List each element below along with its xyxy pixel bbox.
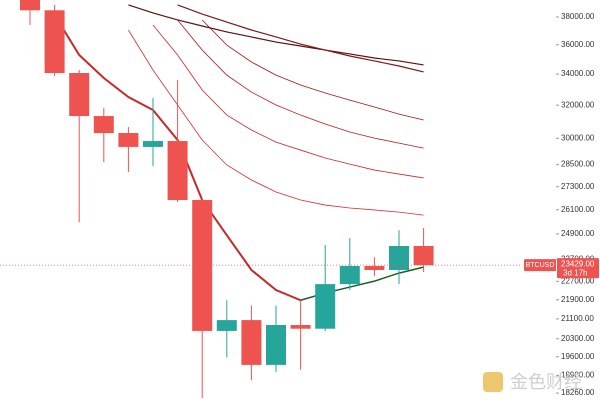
y-tick-label: 18260.00 (561, 388, 595, 397)
y-tick-label: 28500.00 (561, 160, 595, 169)
price-axis: 38000.00 36000.00 34000.00 32000.00 30000.00… (524, 12, 599, 397)
y-tick-label: 27300.00 (561, 182, 595, 191)
y-tick-label: 20300.00 (561, 334, 595, 343)
price-tag (557, 258, 599, 279)
candle-body (192, 200, 213, 331)
candle-body (315, 284, 336, 329)
watermark: 金色财经 (483, 372, 582, 392)
candle-body (20, 0, 40, 11)
candle-body (69, 73, 90, 117)
price-label: 23429.00 (561, 259, 595, 268)
moving-average-line (177, 19, 424, 149)
y-tick-label: 34000.00 (561, 69, 595, 78)
candle-body (241, 320, 262, 365)
candle-body (413, 246, 434, 266)
candle-body (389, 246, 409, 270)
moving-average-line (201, 19, 424, 121)
candle-body (143, 141, 163, 147)
moving-average-line (177, 4, 424, 73)
y-tick-label: 19600.00 (561, 352, 595, 361)
y-tick-label: 24900.00 (561, 229, 595, 238)
y-tick-label: 18900.00 (561, 371, 595, 380)
watermark-logo (483, 372, 503, 392)
y-tick-label: 30000.00 (561, 133, 595, 142)
y-tick-label: 36000.00 (561, 40, 595, 49)
y-tick-label: 32000.00 (561, 100, 595, 109)
moving-average-line (152, 24, 424, 179)
candle-body (93, 116, 114, 134)
candle-body (266, 325, 286, 365)
watermark-text: 金色财经 (510, 372, 582, 392)
y-tick-label: 22700.00 (561, 276, 595, 285)
countdown-label: 3d 17h (563, 268, 587, 277)
moving-average-line (128, 4, 424, 66)
y-tick-label: 38000.00 (561, 12, 595, 21)
symbol-label: BTCUSD (526, 262, 555, 269)
candle-body (167, 141, 188, 201)
candle-body (339, 266, 360, 285)
y-tick-label: 26100.00 (561, 205, 595, 214)
y-tick-label: 21900.00 (561, 295, 595, 304)
candle-body (290, 325, 311, 329)
plot-area (0, 0, 522, 399)
candle-body (364, 266, 385, 270)
y-tick-label: 21100.00 (561, 314, 594, 323)
candle-body (118, 133, 139, 147)
candle-body (216, 320, 237, 331)
candle-body (44, 10, 65, 74)
symbol-tag (524, 259, 556, 272)
